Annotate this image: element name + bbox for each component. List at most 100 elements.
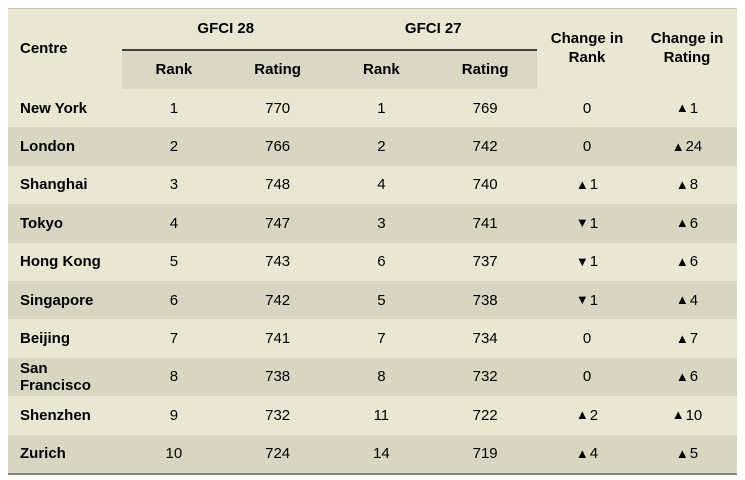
change-in-rating-cell: ▲ 4	[637, 281, 737, 319]
change-value: 24	[685, 138, 703, 156]
gfci28-rating-cell: 742	[265, 291, 291, 309]
table-row: Tokyo 4 747 3 741 ▼ 1 ▲ 6	[8, 204, 737, 243]
change-value: 0	[582, 368, 592, 386]
change-in-rating-cell: ▲ 24	[637, 127, 737, 165]
change-value: 0	[582, 330, 592, 348]
gfci27-rank-cell: 4	[377, 176, 386, 194]
change-in-rating-cell: ▲ 10	[637, 396, 737, 434]
gfci27-rating-cell: 734	[472, 330, 498, 348]
change-value: 5	[689, 445, 699, 463]
gfci27-rank-cell: 7	[377, 330, 386, 348]
change-value: 6	[689, 214, 699, 232]
change-value: 1	[589, 253, 599, 271]
table-row: New York 1 770 1 769 0 ▲ 1	[8, 89, 737, 128]
gfci28-rating-cell: 724	[265, 445, 291, 463]
column-header-gfci28-rating: Rating	[225, 49, 330, 89]
gfci27-rating-cell: 722	[472, 406, 498, 424]
gfci28-rating-cell: 741	[265, 330, 291, 348]
gfci27-rank-cell: 3	[377, 214, 386, 232]
gfci27-rank-cell: 1	[377, 99, 386, 117]
column-header-centre: Centre	[20, 39, 68, 57]
change-value: 1	[689, 99, 699, 117]
gfci27-rank-cell: 2	[377, 138, 386, 156]
gfci28-rank-cell: 6	[169, 291, 179, 309]
gfci28-rank-cell: 3	[169, 176, 179, 194]
centre-cell: Tokyo	[20, 214, 64, 232]
change-in-rating-cell: ▲ 7	[637, 319, 737, 357]
gfci27-rank-cell: 14	[373, 445, 390, 463]
triangle-down-icon: ▼	[575, 292, 589, 308]
column-group-gfci28: GFCI 28	[197, 19, 255, 37]
gfci28-rating-cell: 747	[265, 214, 291, 232]
change-in-rank-cell: ▲ 2	[537, 396, 637, 434]
gfci27-rating-cell: 742	[472, 138, 498, 156]
table-row: Shanghai 3 748 4 740 ▲ 1 ▲ 8	[8, 165, 737, 205]
change-in-rank-cell: 0	[537, 319, 637, 357]
change-value: 1	[589, 214, 599, 232]
change-value: 6	[689, 253, 699, 271]
centre-cell: London	[20, 138, 75, 156]
gfci27-rank-cell: 6	[377, 253, 386, 271]
gfci28-rating-cell: 732	[265, 406, 291, 424]
triangle-up-icon: ▲	[575, 407, 589, 423]
triangle-down-icon: ▼	[575, 215, 589, 231]
table-row: Hong Kong 5 743 6 737 ▼ 1 ▲ 6	[8, 242, 737, 281]
triangle-up-icon: ▲	[675, 253, 689, 269]
centre-cell: Zurich	[20, 445, 66, 463]
gfci28-rank-cell: 2	[169, 138, 179, 156]
change-in-rating-cell: ▲ 5	[637, 435, 737, 473]
change-value: 0	[582, 99, 592, 117]
gfci28-rating-cell: 743	[265, 253, 291, 271]
triangle-up-icon: ▲	[675, 100, 689, 116]
change-in-rating-cell: ▲ 1	[637, 89, 737, 127]
triangle-up-icon: ▲	[575, 445, 589, 461]
change-value: 4	[589, 445, 599, 463]
gfci28-rank-cell: 4	[169, 214, 179, 232]
change-value: 7	[689, 330, 699, 348]
gfci28-rank-cell: 10	[165, 445, 183, 463]
column-header-gfci28-rank: Rank	[122, 49, 226, 89]
change-in-rank-cell: 0	[537, 89, 637, 127]
triangle-up-icon: ▲	[675, 445, 689, 461]
centre-cell: Singapore	[20, 291, 94, 309]
column-group-gfci27: GFCI 27	[404, 19, 462, 37]
gfci28-rank-cell: 8	[169, 368, 179, 386]
change-in-rank-cell: ▼ 1	[537, 243, 637, 281]
gfci28-rank-cell: 5	[169, 253, 179, 271]
gfci27-rating-cell: 719	[472, 445, 498, 463]
table-row: Shenzhen 9 732 11 722 ▲ 2 ▲ 10	[8, 396, 737, 435]
gfci-table: Centre GFCI 28 GFCI 27 Change in Rank Ch…	[8, 8, 737, 475]
gfci27-rating-cell: 740	[472, 176, 498, 194]
gfci27-rating-cell: 737	[472, 253, 498, 271]
change-in-rating-cell: ▲ 6	[637, 358, 737, 396]
triangle-up-icon: ▲	[575, 176, 589, 192]
change-in-rank-cell: ▼ 1	[537, 204, 637, 242]
gfci28-rating-cell: 766	[265, 138, 291, 156]
change-in-rank-cell: 0	[537, 358, 637, 396]
column-header-change-in-rating: Change in Rating	[650, 30, 724, 66]
change-value: 1	[589, 176, 599, 194]
gfci28-rank-cell: 7	[169, 330, 179, 348]
gfci27-rank-cell: 8	[377, 368, 386, 386]
gfci28-rating-cell: 770	[265, 99, 291, 117]
centre-cell: Shanghai	[20, 176, 88, 194]
table-header: Centre GFCI 28 GFCI 27 Change in Rank Ch…	[8, 9, 737, 89]
table-row: Singapore 6 742 5 738 ▼ 1 ▲ 4	[8, 280, 737, 320]
centre-cell: San Francisco	[20, 359, 91, 394]
triangle-up-icon: ▲	[671, 138, 685, 154]
change-in-rank-cell: 0	[537, 127, 637, 165]
change-in-rank-cell: ▼ 1	[537, 281, 637, 319]
triangle-up-icon: ▲	[675, 292, 689, 308]
gfci27-rating-cell: 741	[472, 214, 498, 232]
centre-cell: Beijing	[20, 330, 71, 348]
triangle-up-icon: ▲	[675, 215, 689, 231]
gfci27-rank-cell: 5	[377, 291, 386, 309]
change-in-rank-cell: ▲ 1	[537, 166, 637, 204]
table-row: Zurich 10 724 14 719 ▲ 4 ▲ 5	[8, 434, 737, 473]
column-header-gfci27-rating: Rating	[433, 49, 537, 89]
gfci27-rank-cell: 11	[373, 406, 390, 424]
change-value: 4	[689, 291, 699, 309]
table-row: London 2 766 2 742 0 ▲ 24	[8, 127, 737, 166]
change-in-rating-cell: ▲ 6	[637, 204, 737, 242]
